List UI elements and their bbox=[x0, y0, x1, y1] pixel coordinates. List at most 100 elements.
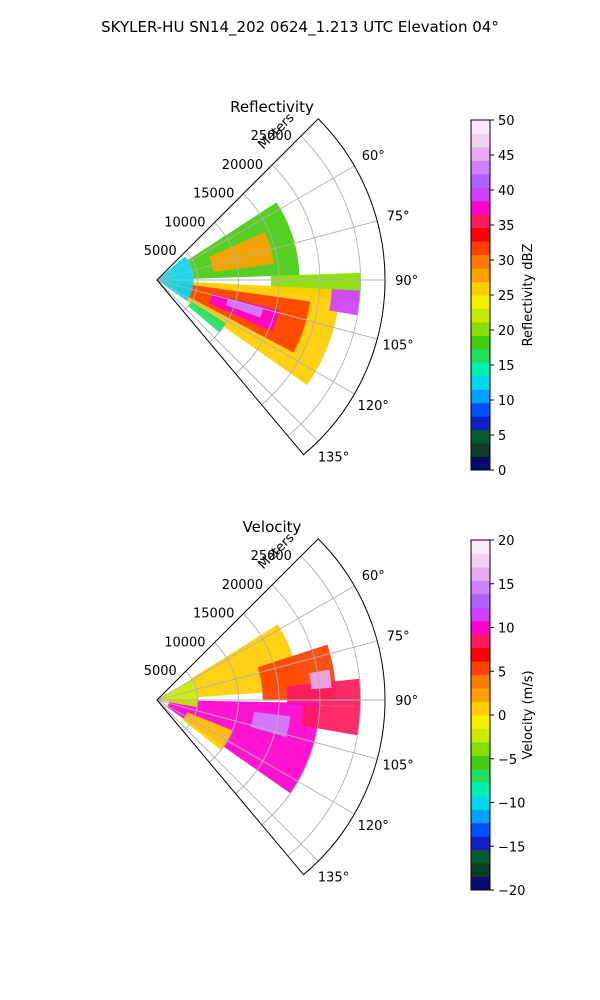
azimuth-spoke-75 bbox=[156, 220, 378, 281]
colorbar-swatch bbox=[471, 661, 490, 676]
colorbar-swatch bbox=[471, 133, 490, 148]
colorbar-tick-label: 5 bbox=[498, 665, 506, 680]
sector-frame bbox=[156, 118, 386, 456]
colorbar-swatch bbox=[471, 241, 490, 256]
colorbar-tick-label: 35 bbox=[498, 219, 515, 234]
figure-title: SKYLER-HU SN14_202 0624_1.213 UTC Elevat… bbox=[101, 18, 499, 37]
colorbar-swatch bbox=[471, 849, 490, 864]
azimuth-tick-label: 135° bbox=[318, 451, 349, 466]
colorbar-swatch bbox=[471, 173, 490, 188]
azimuth-tick-label: 135° bbox=[318, 871, 349, 886]
colorbar-tick-label: 0 bbox=[498, 464, 506, 479]
azimuth-tick-labels: 60° 75° 90° 105° 120° 135° bbox=[318, 569, 418, 885]
colorbar-swatch bbox=[471, 146, 490, 161]
colorbar-swatch bbox=[471, 308, 490, 323]
colorbar-swatch bbox=[471, 634, 490, 649]
azimuth-tick-label: 60° bbox=[362, 149, 385, 164]
azimuth-spoke-135 bbox=[156, 279, 319, 442]
range-ring-5000 bbox=[182, 250, 199, 312]
colorbar-tick-label: 30 bbox=[498, 254, 515, 269]
range-ring-15000 bbox=[235, 613, 280, 794]
azimuth-tick-label: 75° bbox=[387, 209, 410, 224]
radial-tick-labels: 5000 10000 15000 20000 25000 bbox=[144, 129, 292, 259]
radial-tick-label: 5000 bbox=[144, 664, 177, 679]
colorbar-swatch bbox=[471, 795, 490, 810]
azimuth-tick-labels: 60° 75° 90° 105° 120° 135° bbox=[318, 149, 418, 465]
range-ring-25000 bbox=[287, 135, 361, 437]
azimuth-spoke-75 bbox=[156, 640, 378, 701]
colorbar-swatch bbox=[471, 540, 490, 554]
velocity-title: Velocity bbox=[243, 518, 302, 536]
range-ring-20000 bbox=[261, 584, 321, 826]
colorbar-tick-label: 5 bbox=[498, 429, 506, 444]
colorbar-tick-label: 10 bbox=[498, 394, 515, 409]
colorbar-swatch bbox=[471, 688, 490, 703]
velocity-plot: 500010000150002000025000Meters60°75°90°1… bbox=[144, 530, 418, 885]
azimuth-spoke-120 bbox=[156, 279, 355, 395]
velocity-panel: Velocity 500010000150002000025000Meters6… bbox=[144, 518, 536, 899]
colorbar-swatch bbox=[471, 402, 490, 417]
azimuth-spoke-105 bbox=[156, 279, 378, 340]
radial-tick-label: 25000 bbox=[251, 549, 292, 564]
colorbar-swatch bbox=[471, 782, 490, 797]
colorbar-tick-label: 20 bbox=[498, 324, 515, 339]
azimuth-spoke-120 bbox=[156, 699, 355, 815]
colorbar-swatch bbox=[471, 836, 490, 851]
colorbar-tick-label: 40 bbox=[498, 184, 515, 199]
colorbar-tick-label: −20 bbox=[498, 884, 525, 899]
colorbar-swatch bbox=[471, 620, 490, 635]
azimuth-spoke-105 bbox=[156, 699, 378, 760]
reflectivity-colorbar: 0 5 10 15 20 25 30 35 40 45 50 Reflectivity dBZ bbox=[470, 114, 536, 479]
colorbar-swatch bbox=[471, 593, 490, 608]
colorbar-swatch bbox=[471, 728, 490, 743]
colorbar-swatch bbox=[471, 863, 490, 878]
colorbar-swatch bbox=[471, 200, 490, 215]
colorbar-swatch bbox=[471, 268, 490, 283]
colorbar-swatch bbox=[471, 566, 490, 581]
colorbar-swatch bbox=[471, 809, 490, 824]
colorbar-swatch bbox=[471, 443, 490, 458]
colorbar-swatch bbox=[471, 674, 490, 689]
colorbar-tick-label: 45 bbox=[498, 149, 515, 164]
colorbar-swatch bbox=[471, 715, 490, 729]
grid bbox=[156, 555, 385, 862]
colorbar-swatch bbox=[471, 876, 490, 891]
reflectivity-title: Reflectivity bbox=[230, 98, 314, 116]
radial-tick-label: 20000 bbox=[222, 158, 263, 173]
colorbar-swatch bbox=[471, 281, 490, 296]
azimuth-tick-label: 75° bbox=[387, 629, 410, 644]
colorbar-swatch bbox=[471, 375, 490, 390]
colorbar-swatch bbox=[471, 335, 490, 350]
radial-tick-label: 15000 bbox=[193, 187, 234, 202]
radial-tick-label: 25000 bbox=[251, 129, 292, 144]
range-ring-25000 bbox=[287, 555, 361, 857]
azimuth-spoke-60 bbox=[156, 585, 355, 701]
reflectivity-panel: Reflectivity 500010000150002000025000Met… bbox=[144, 98, 536, 479]
sector-frame bbox=[156, 538, 386, 876]
azimuth-tick-label: 120° bbox=[358, 819, 389, 834]
radial-tick-label: 10000 bbox=[164, 215, 205, 230]
colorbar-tick-label: −5 bbox=[498, 753, 517, 768]
echo-region-5 bbox=[301, 705, 361, 736]
colorbar-tick-label: 15 bbox=[498, 359, 515, 374]
azimuth-tick-label: 105° bbox=[382, 759, 413, 774]
azimuth-tick-label: 105° bbox=[382, 339, 413, 354]
colorbar-swatch bbox=[471, 187, 490, 202]
colorbar-tick-label: 0 bbox=[498, 709, 506, 724]
colorbar-swatch bbox=[471, 416, 490, 431]
azimuth-spoke-135 bbox=[156, 699, 319, 862]
colorbar-swatch bbox=[471, 647, 490, 662]
colorbar-swatch bbox=[471, 389, 490, 404]
colorbar-swatch bbox=[471, 321, 490, 336]
echo-region-8 bbox=[188, 301, 227, 333]
colorbar-swatch bbox=[471, 295, 490, 309]
echo-region-7 bbox=[329, 289, 361, 316]
range-ring-10000 bbox=[209, 642, 239, 763]
radial-tick-label: 15000 bbox=[193, 607, 234, 622]
azimuth-tick-label: 120° bbox=[358, 399, 389, 414]
echo-layer bbox=[157, 624, 361, 794]
colorbar-swatch bbox=[471, 348, 490, 363]
grid bbox=[156, 135, 385, 442]
colorbar-swatch bbox=[471, 456, 490, 471]
colorbar-swatch bbox=[471, 362, 490, 377]
